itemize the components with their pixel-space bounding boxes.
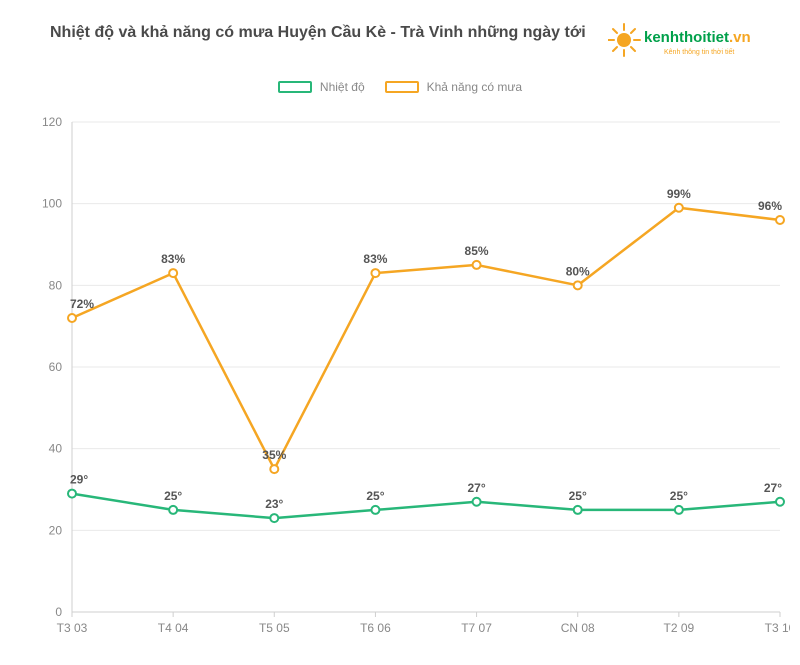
chart-legend: Nhiệt độ Khả năng có mưa <box>20 80 780 94</box>
data-point[interactable] <box>675 204 683 212</box>
x-tick-label: T3 03 <box>57 621 88 635</box>
data-label: 27° <box>467 481 485 495</box>
y-tick-label: 20 <box>49 523 63 537</box>
data-point[interactable] <box>371 269 379 277</box>
data-point[interactable] <box>675 506 683 514</box>
y-tick-label: 60 <box>49 360 63 374</box>
x-tick-label: T5 05 <box>259 621 290 635</box>
data-label: 29° <box>70 473 88 487</box>
y-tick-label: 80 <box>49 278 63 292</box>
legend-label-temp: Nhiệt độ <box>320 80 365 94</box>
x-tick-label: T4 04 <box>158 621 189 635</box>
data-label: 27° <box>764 481 782 495</box>
data-label: 80% <box>566 264 590 278</box>
data-point[interactable] <box>68 490 76 498</box>
data-label: 83% <box>363 252 387 266</box>
data-point[interactable] <box>169 506 177 514</box>
data-point[interactable] <box>473 261 481 269</box>
data-label: 85% <box>465 244 489 258</box>
data-point[interactable] <box>270 514 278 522</box>
data-point[interactable] <box>473 498 481 506</box>
x-tick-label: T3 10 <box>765 621 790 635</box>
data-label: 96% <box>758 199 782 213</box>
logo-domain: .vn <box>729 29 751 46</box>
data-label: 83% <box>161 252 185 266</box>
legend-item-rain[interactable]: Khả năng có mưa <box>385 80 522 94</box>
weather-line-chart: 0 20 40 60 80 100 120 T3 03 T4 04 T5 05 T6 06 T7 07… <box>20 102 790 642</box>
data-label: 23° <box>265 497 283 511</box>
legend-item-temp[interactable]: Nhiệt độ <box>278 80 365 94</box>
chart-title: Nhiệt độ và khả năng có mưa Huyện Cầu Kè… <box>20 20 586 42</box>
y-tick-label: 40 <box>49 442 63 456</box>
data-label: 25° <box>164 489 182 503</box>
data-point[interactable] <box>574 506 582 514</box>
logo-tagline: Kênh thông tin thời tiết <box>664 47 734 56</box>
site-logo: kenhthoitiet.vn Kênh thông tin thời tiết <box>608 14 778 74</box>
data-point[interactable] <box>371 506 379 514</box>
data-label: 25° <box>366 489 384 503</box>
logo-main: kenhthoitiet <box>644 29 729 46</box>
data-point[interactable] <box>169 269 177 277</box>
y-tick-label: 100 <box>42 197 62 211</box>
data-point[interactable] <box>270 465 278 473</box>
data-point[interactable] <box>68 314 76 322</box>
y-tick-label: 0 <box>55 605 62 619</box>
data-label: 25° <box>670 489 688 503</box>
legend-label-rain: Khả năng có mưa <box>427 80 522 94</box>
svg-text:kenhthoitiet.vn: kenhthoitiet.vn <box>644 29 751 46</box>
legend-swatch-temp <box>278 81 312 93</box>
x-tick-label: T2 09 <box>664 621 695 635</box>
x-tick-label: T6 06 <box>360 621 391 635</box>
data-label: 35% <box>262 448 286 462</box>
x-tick-label: CN 08 <box>561 621 595 635</box>
data-point[interactable] <box>574 281 582 289</box>
data-point[interactable] <box>776 498 784 506</box>
data-point[interactable] <box>776 216 784 224</box>
y-tick-label: 120 <box>42 115 62 129</box>
x-tick-label: T7 07 <box>461 621 492 635</box>
data-label: 72% <box>70 297 94 311</box>
series-line <box>72 208 780 469</box>
data-label: 25° <box>569 489 587 503</box>
legend-swatch-rain <box>385 81 419 93</box>
data-label: 99% <box>667 187 691 201</box>
